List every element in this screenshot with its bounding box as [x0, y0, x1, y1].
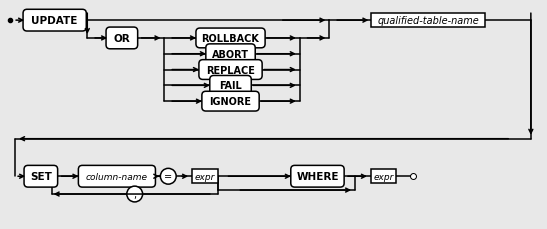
- FancyBboxPatch shape: [206, 45, 255, 64]
- Text: ABORT: ABORT: [212, 49, 249, 60]
- FancyBboxPatch shape: [199, 60, 262, 80]
- FancyBboxPatch shape: [24, 166, 57, 187]
- Bar: [371, 14, 485, 28]
- Bar: [371, 170, 397, 183]
- Text: ROLLBACK: ROLLBACK: [202, 34, 259, 44]
- FancyBboxPatch shape: [202, 92, 259, 112]
- Bar: [192, 170, 218, 183]
- FancyBboxPatch shape: [291, 166, 344, 187]
- FancyBboxPatch shape: [78, 166, 155, 187]
- Text: expr: expr: [374, 172, 394, 181]
- Text: ,: ,: [133, 189, 136, 199]
- Text: REPLACE: REPLACE: [206, 65, 255, 75]
- Text: UPDATE: UPDATE: [32, 16, 78, 26]
- Circle shape: [160, 169, 176, 184]
- Circle shape: [127, 186, 143, 202]
- Text: expr: expr: [195, 172, 215, 181]
- FancyBboxPatch shape: [210, 76, 251, 96]
- Text: SET: SET: [30, 172, 52, 181]
- Text: qualified-table-name: qualified-table-name: [377, 16, 479, 26]
- FancyBboxPatch shape: [106, 28, 138, 50]
- Text: FAIL: FAIL: [219, 81, 242, 91]
- Text: WHERE: WHERE: [296, 172, 339, 181]
- Text: OR: OR: [113, 34, 130, 44]
- FancyBboxPatch shape: [23, 10, 86, 32]
- Text: column-name: column-name: [86, 172, 148, 181]
- Text: =: =: [164, 172, 172, 181]
- Text: IGNORE: IGNORE: [210, 97, 252, 107]
- FancyBboxPatch shape: [196, 29, 265, 49]
